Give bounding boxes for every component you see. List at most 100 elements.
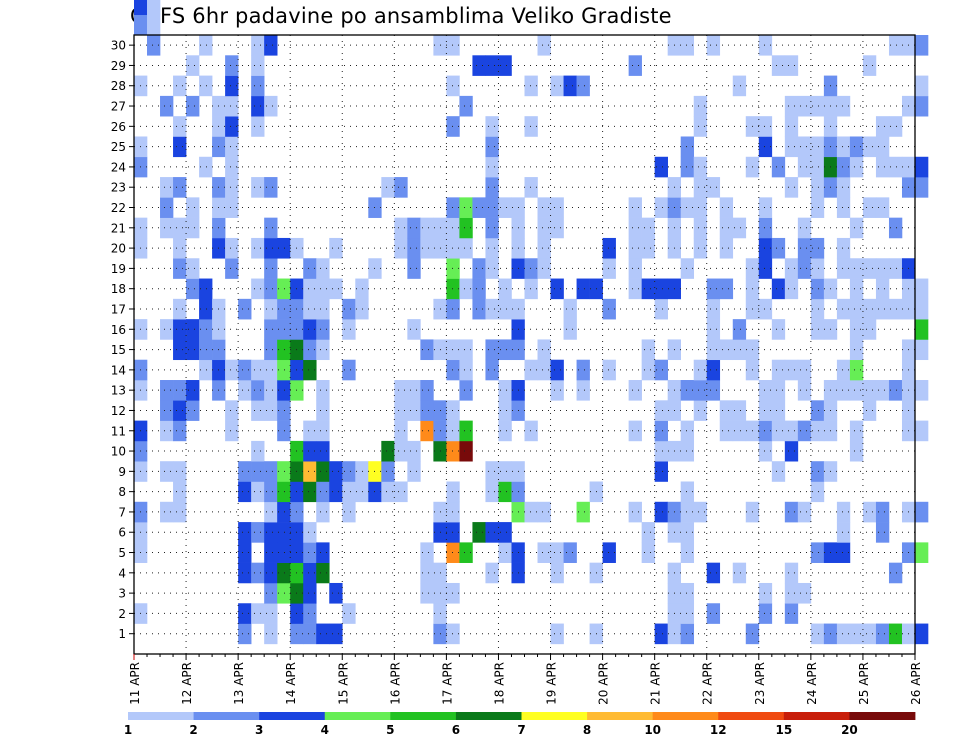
heatmap-cell	[277, 542, 291, 563]
heatmap-cell	[459, 359, 473, 381]
heatmap-cell	[836, 501, 851, 523]
heatmap-cell	[199, 156, 213, 178]
heatmap-cell	[446, 522, 460, 543]
heatmap-cell	[277, 359, 291, 381]
heatmap-cell	[394, 420, 408, 442]
heatmap-cell	[784, 501, 799, 523]
heatmap-cell	[446, 237, 460, 259]
heatmap-cell	[771, 278, 786, 300]
heatmap-cell	[693, 501, 708, 523]
heatmap-cell	[277, 481, 291, 503]
heatmap-cell	[849, 339, 864, 361]
heatmap-cell	[797, 359, 812, 381]
heatmap-cell	[329, 237, 343, 259]
heatmap-cell	[199, 35, 213, 56]
x-tick-label: 14 APR	[284, 662, 298, 705]
heatmap-cell	[862, 258, 877, 279]
heatmap-cell	[628, 501, 642, 523]
heatmap-cell	[199, 339, 213, 361]
heatmap-cell	[849, 278, 864, 300]
heatmap-cell	[498, 542, 512, 563]
y-tick-label: 13	[111, 384, 126, 398]
heatmap-cell	[173, 461, 187, 482]
heatmap-cell	[810, 136, 825, 158]
heatmap-cell	[771, 359, 786, 381]
heatmap-cell	[498, 400, 512, 421]
heatmap-cell	[199, 278, 213, 300]
heatmap-cell	[303, 623, 317, 645]
x-axis: 11 APR 12 APR 13 APR 14 APR 15 APR 16 APR 17 A…	[128, 654, 923, 705]
heatmap-cell	[394, 400, 408, 421]
heatmap-cell	[797, 95, 812, 117]
heatmap-cell	[459, 217, 473, 239]
heatmap-cell	[784, 258, 799, 279]
heatmap-cell	[199, 319, 213, 340]
heatmap-cell	[498, 298, 512, 320]
heatmap-cell	[264, 95, 278, 117]
heatmap-cell	[758, 582, 773, 604]
heatmap-cell	[485, 116, 499, 137]
heatmap-cell	[355, 481, 369, 503]
heatmap-cell	[225, 136, 239, 158]
heatmap-cell	[381, 461, 395, 482]
heatmap-cell	[875, 501, 890, 523]
heatmap-cell	[446, 501, 460, 523]
heatmap-cell	[303, 603, 317, 624]
heatmap-cell	[836, 522, 851, 543]
heatmap-cell	[862, 298, 877, 320]
y-tick-label: 11	[111, 424, 126, 438]
heatmap-cell	[771, 55, 786, 76]
heatmap-cell	[862, 319, 877, 340]
x-tick-label: 21 APR	[649, 662, 663, 705]
heatmap-cell	[316, 542, 330, 563]
heatmap-cell	[498, 461, 512, 482]
heatmap-cell	[836, 298, 851, 320]
heatmap-cell	[303, 440, 317, 462]
heatmap-cell	[784, 359, 799, 381]
legend-swatch	[128, 712, 194, 720]
legend-swatch	[652, 712, 719, 720]
heatmap-cell	[849, 156, 864, 178]
y-tick-label: 28	[111, 79, 126, 93]
heatmap-cell	[407, 258, 421, 279]
heatmap-cell	[915, 278, 929, 300]
heatmap-cell	[576, 278, 590, 300]
heatmap-cell	[693, 380, 708, 401]
heatmap-cell	[628, 55, 642, 76]
heatmap-cell	[758, 217, 773, 239]
grid-lines	[134, 35, 915, 654]
heatmap-cell	[199, 359, 213, 381]
heatmap-cell	[277, 400, 291, 421]
heatmap-cell	[915, 177, 929, 198]
heatmap-cell	[420, 562, 434, 584]
heatmap-cell	[862, 400, 877, 421]
legend-swatch	[324, 712, 391, 720]
heatmap-cell	[563, 319, 577, 340]
heatmap-cell	[225, 75, 239, 97]
heatmap-cell	[628, 380, 642, 401]
heatmap-cell	[238, 298, 252, 320]
heatmap-cell	[485, 359, 499, 381]
y-tick-label: 17	[111, 302, 126, 316]
heatmap-cell	[680, 542, 695, 563]
heatmap-cell	[732, 217, 747, 239]
heatmap-cell	[264, 237, 278, 259]
heatmap-cell	[849, 623, 864, 645]
heatmap-cell	[264, 542, 278, 563]
heatmap-cell	[407, 440, 421, 462]
heatmap-cell	[628, 237, 642, 259]
heatmap-cell	[784, 55, 799, 76]
heatmap-cell	[915, 319, 929, 340]
heatmap-cell	[537, 501, 551, 523]
heatmap-cell	[251, 95, 265, 117]
heatmap-cell	[693, 95, 708, 117]
heatmap-cell	[173, 75, 187, 97]
heatmap-cell	[277, 319, 291, 340]
x-tick-label: 24 APR	[805, 662, 819, 705]
y-tick-label: 6	[118, 526, 126, 540]
heatmap-cell	[810, 542, 825, 563]
heatmap-cell	[264, 501, 278, 523]
heatmap-cell	[524, 75, 538, 97]
heatmap-cell	[758, 400, 773, 421]
heatmap-cell	[654, 156, 668, 178]
